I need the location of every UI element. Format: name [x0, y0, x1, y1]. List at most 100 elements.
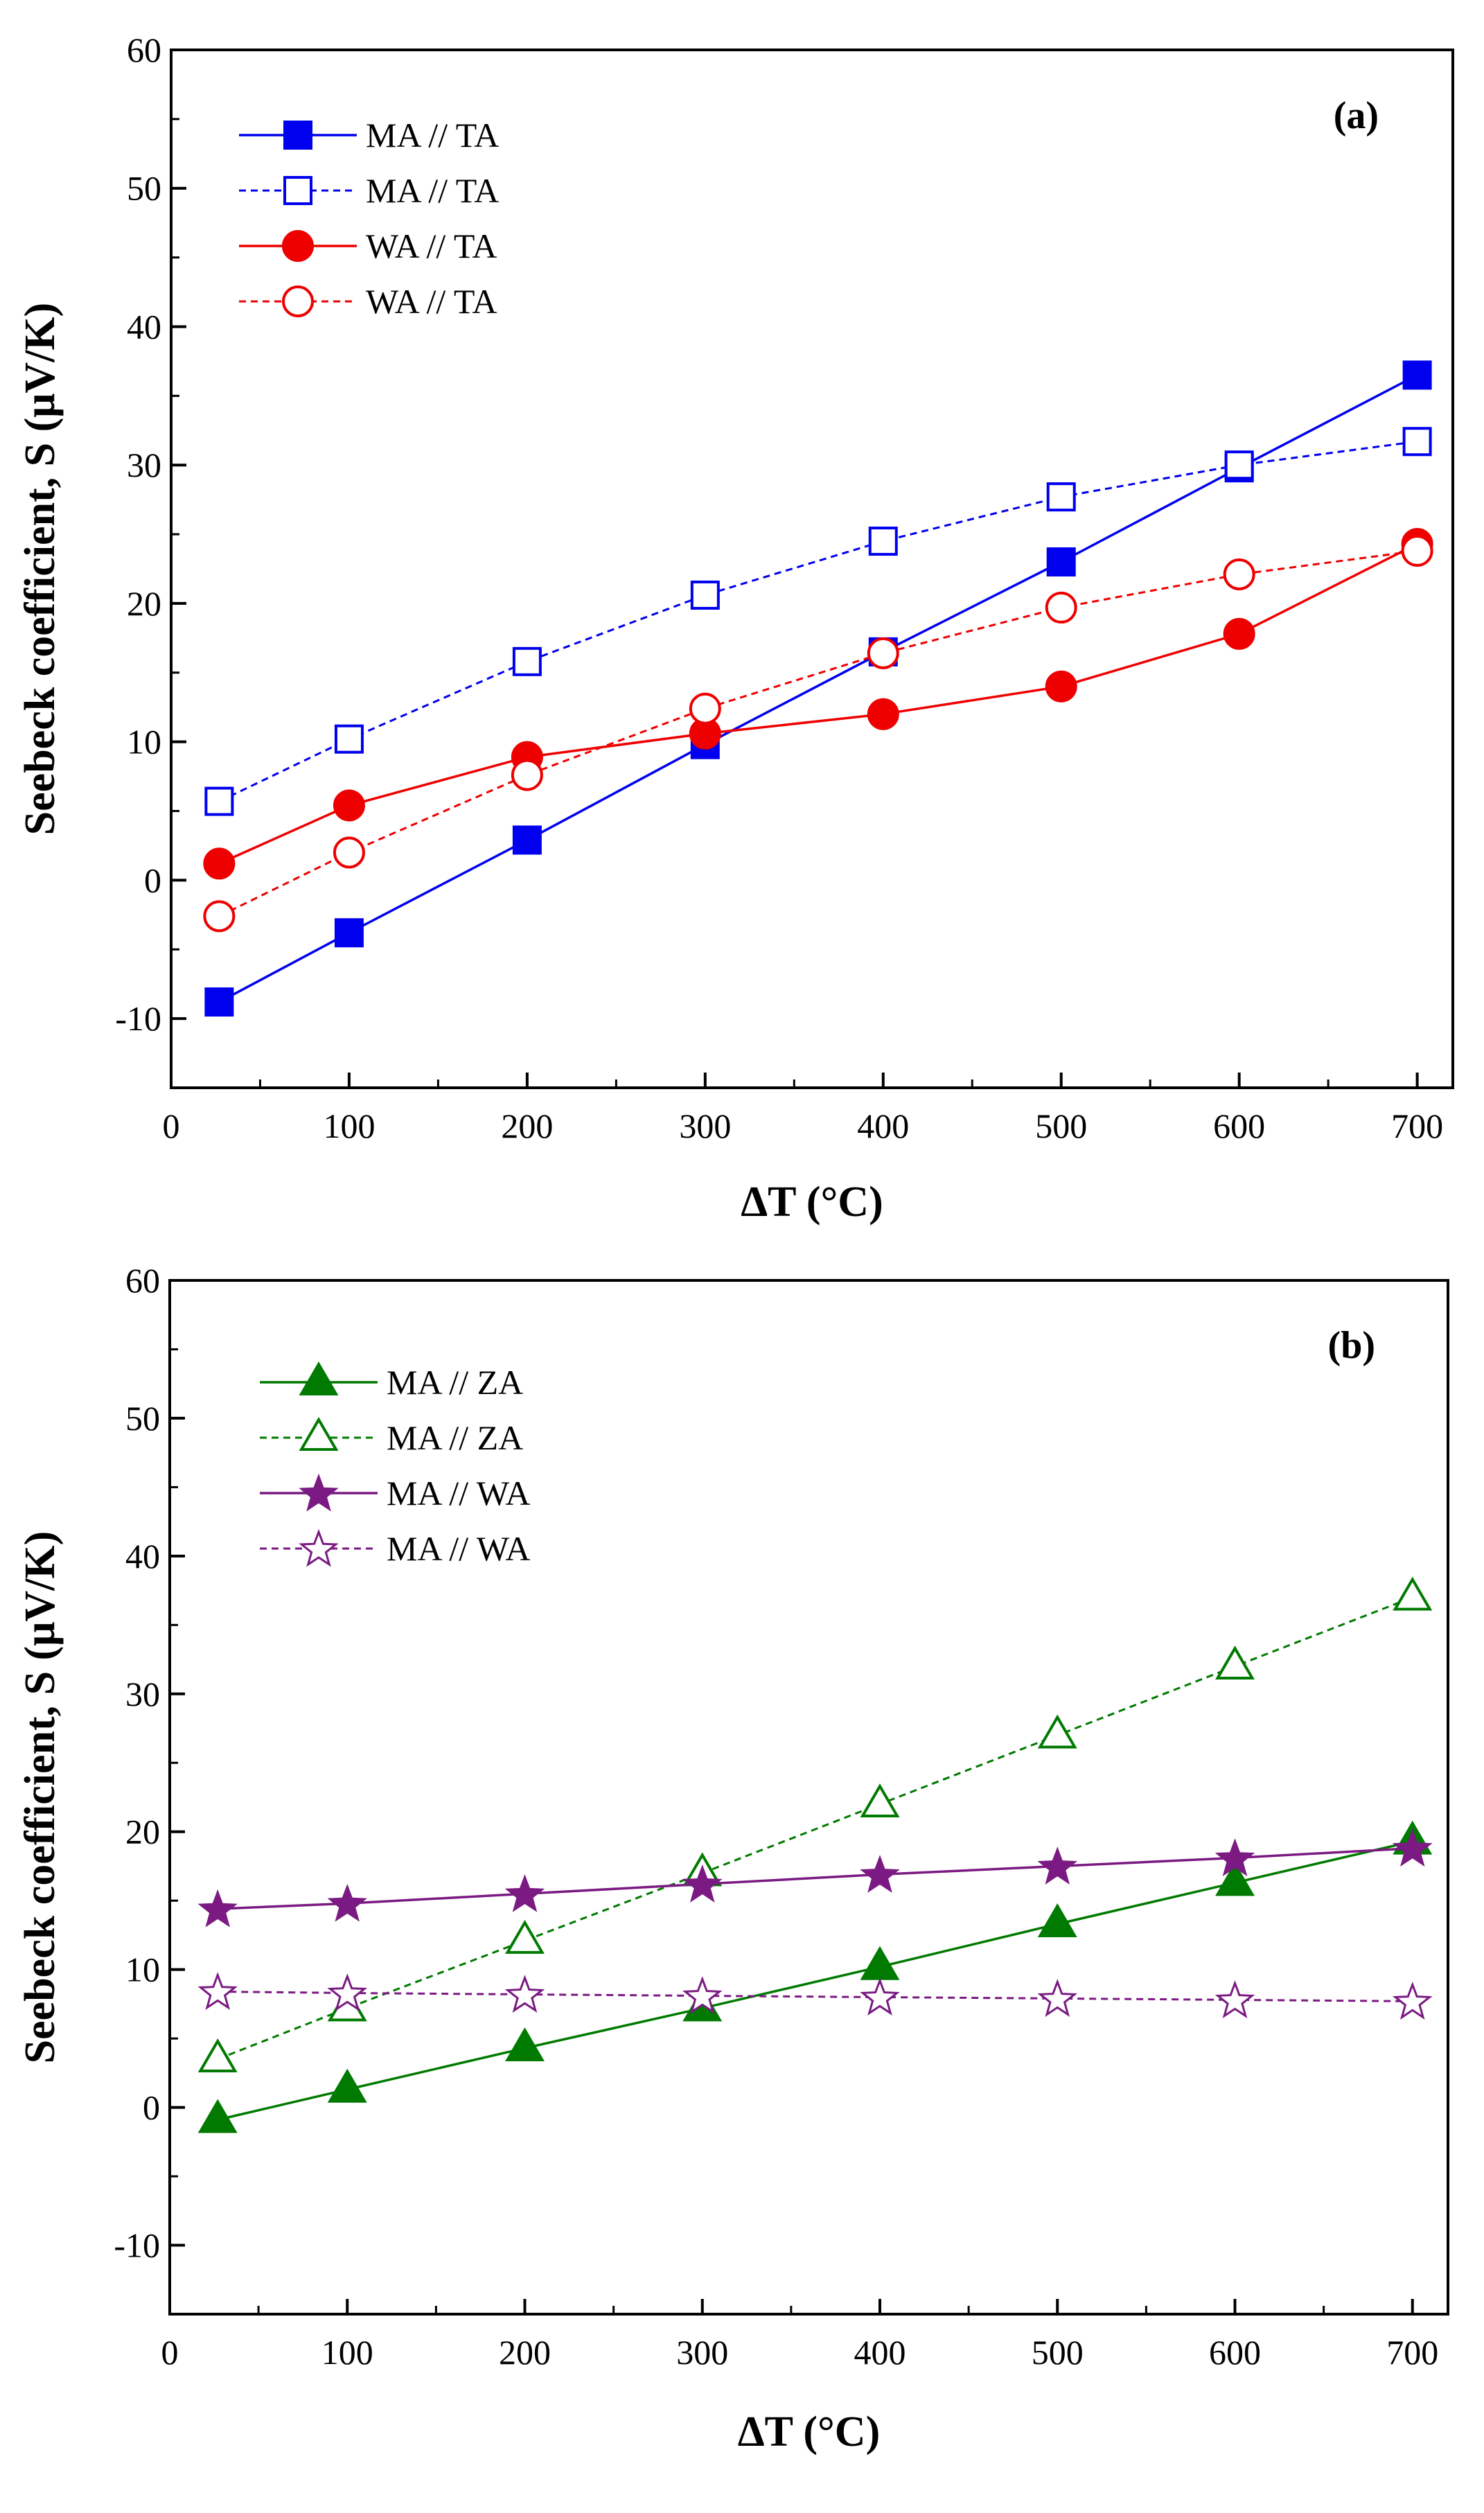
- x-tick-label: 700: [1386, 2333, 1438, 2372]
- y-tick-label: 30: [125, 1675, 160, 1713]
- y-tick-label: 40: [127, 307, 161, 346]
- data-point: [505, 2027, 545, 2062]
- series-line: [218, 1991, 1413, 2002]
- series-line: [218, 543, 1418, 865]
- legend-label: MA // WA: [387, 1474, 530, 1513]
- data-point: [1392, 1828, 1433, 1867]
- y-tick-label: 60: [127, 30, 161, 69]
- legend-label: MA // TA: [366, 116, 499, 155]
- x-tick-label: 700: [1391, 1106, 1443, 1145]
- x-tick-label: 100: [323, 1106, 375, 1145]
- y-tick-label: 30: [127, 446, 161, 484]
- data-point: [1046, 482, 1076, 512]
- series-4: [203, 535, 1433, 933]
- y-tick-label: 0: [143, 2088, 160, 2127]
- data-point: [689, 692, 721, 725]
- series-line: [217, 1596, 1413, 2061]
- data-point: [334, 918, 364, 948]
- data-point: [511, 759, 543, 791]
- data-point: [1215, 1862, 1255, 1896]
- data-point: [1037, 1846, 1078, 1885]
- plot-frame: [168, 1279, 1449, 2316]
- data-point: [1045, 670, 1077, 703]
- y-tick-label: 50: [125, 1399, 160, 1438]
- chart-panel-a: 0 100 200 300 400 500 600 700 -10 0 10 20 30 40 50 60 ΔT…: [17, 30, 1454, 1226]
- data-point: [1393, 1576, 1433, 1611]
- legend-marker: [282, 230, 314, 262]
- x-tick-label: 0: [163, 1106, 180, 1145]
- data-point: [1215, 1646, 1255, 1680]
- y-tick-label: 40: [125, 1537, 160, 1576]
- series-line: [217, 1840, 1413, 2122]
- series-line: [218, 440, 1417, 802]
- data-point: [1037, 1903, 1077, 1938]
- data-point: [327, 1883, 368, 1922]
- x-tick-label: 600: [1209, 2333, 1261, 2372]
- y-tick-label: -10: [115, 999, 161, 1038]
- data-point: [860, 1783, 900, 1817]
- legend-marker: [299, 1361, 339, 1395]
- legend-entry: MA // TA: [239, 171, 499, 210]
- data-point: [197, 2038, 238, 2072]
- legend-entry: MA // ZA: [260, 1417, 523, 1457]
- series-3: [197, 1828, 1433, 1928]
- x-tick-label: 400: [854, 2333, 906, 2372]
- y-axis-title: Seebeck coefficient, S (μV/K): [17, 303, 64, 836]
- data-point: [1214, 1838, 1255, 1877]
- legend-label: MA // ZA: [387, 1363, 523, 1402]
- y-tick-label: -10: [114, 2226, 160, 2265]
- legend-label: WA // TA: [366, 282, 497, 321]
- legend-entry: MA // ZA: [260, 1361, 523, 1402]
- data-point: [334, 724, 364, 754]
- series-2: [197, 1576, 1433, 2072]
- legend-marker: [299, 1473, 339, 1512]
- legend-marker: [283, 176, 312, 205]
- y-tick-label: 0: [144, 861, 161, 899]
- plot-frame: [170, 49, 1454, 1089]
- data-point: [203, 847, 236, 880]
- data-point: [327, 1973, 368, 2011]
- x-tick-label: 500: [1032, 2333, 1084, 2372]
- data-point: [505, 1919, 545, 1954]
- y-tick-label: 10: [127, 723, 161, 761]
- data-point: [327, 2068, 367, 2103]
- data-point: [868, 527, 898, 556]
- y-tick-label: 20: [127, 584, 161, 623]
- data-point: [1402, 427, 1432, 457]
- data-point: [1223, 558, 1255, 590]
- x-tick-label: 100: [321, 2333, 373, 2372]
- data-point: [333, 789, 365, 822]
- x-tick-label: 200: [499, 2333, 551, 2372]
- x-tick-label: 500: [1035, 1106, 1087, 1145]
- data-point: [1045, 591, 1077, 624]
- data-point: [197, 1972, 238, 2010]
- series-line: [218, 373, 1418, 1003]
- data-point: [1046, 547, 1076, 577]
- x-tick-label: 300: [679, 1106, 731, 1145]
- x-tick-label: 400: [857, 1106, 909, 1145]
- data-point: [197, 2099, 238, 2133]
- data-point: [512, 646, 542, 676]
- y-axis-title: Seebeck coefficient, S (μV/K): [17, 1531, 64, 2064]
- data-point: [867, 698, 899, 730]
- legend-entry: MA // WA: [260, 1473, 530, 1513]
- series-line: [218, 549, 1417, 917]
- data-point: [1224, 450, 1254, 480]
- data-point: [860, 1977, 900, 2016]
- data-point: [1037, 1979, 1078, 2017]
- legend-label: MA // ZA: [387, 1418, 523, 1457]
- x-tick-label: 600: [1213, 1106, 1265, 1145]
- data-point: [504, 1975, 545, 2013]
- data-point: [860, 1855, 900, 1893]
- data-point: [504, 1874, 545, 1912]
- series-4: [197, 1972, 1433, 2020]
- panel-label: (b): [1328, 1324, 1375, 1367]
- legend-label: MA // TA: [366, 171, 499, 210]
- legend-marker: [283, 121, 312, 150]
- legend-marker: [299, 1417, 339, 1451]
- data-point: [333, 836, 365, 869]
- legend-entry: WA // TA: [239, 282, 497, 321]
- y-tick-label: 50: [127, 169, 161, 208]
- legend-entry: MA // TA: [239, 116, 499, 155]
